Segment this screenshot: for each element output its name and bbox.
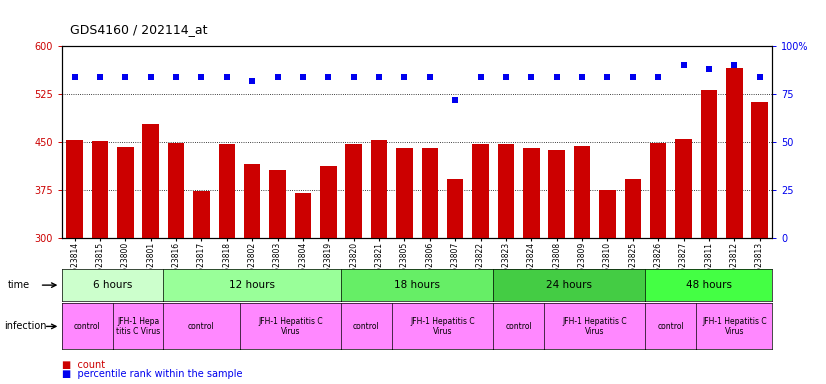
Point (245, 78, 259, 84)
Bar (219, 144, 235, 238)
Bar (295, 193, 311, 238)
Text: JFH-1 Hepatitis C
Virus: JFH-1 Hepatitis C Virus (411, 317, 475, 336)
Point (423, 74, 436, 80)
Point (322, 74, 335, 80)
Point (753, 74, 767, 80)
Bar (574, 146, 591, 238)
Point (271, 74, 284, 80)
Point (525, 74, 538, 80)
Point (373, 74, 386, 80)
Bar (269, 170, 286, 238)
Point (676, 62, 690, 68)
Point (93, 74, 107, 80)
Text: control: control (353, 322, 380, 331)
Bar (143, 124, 159, 238)
Bar (447, 179, 463, 238)
Text: infection: infection (4, 321, 46, 331)
Point (728, 62, 741, 68)
Point (499, 74, 512, 80)
Bar (599, 190, 615, 238)
Bar (700, 89, 717, 238)
Bar (548, 150, 565, 238)
Bar (472, 144, 489, 238)
Bar (345, 144, 362, 238)
Bar (726, 68, 743, 238)
Bar (320, 166, 336, 238)
Bar (117, 147, 134, 238)
Point (221, 74, 234, 80)
Bar (66, 140, 83, 238)
Text: control: control (188, 322, 215, 331)
Point (576, 74, 589, 80)
Text: JFH-1 Hepatitis C
Virus: JFH-1 Hepatitis C Virus (563, 317, 627, 336)
Bar (193, 191, 210, 238)
Text: 18 hours: 18 hours (394, 280, 440, 290)
Text: JFH-1 Hepa
titis C Virus: JFH-1 Hepa titis C Virus (116, 317, 160, 336)
Point (601, 74, 614, 80)
Point (626, 74, 639, 80)
Point (297, 74, 310, 80)
Text: control: control (74, 322, 101, 331)
Point (169, 74, 183, 80)
Bar (752, 102, 768, 238)
Bar (624, 179, 641, 238)
Bar (498, 144, 514, 238)
Text: JFH-1 Hepatitis C
Virus: JFH-1 Hepatitis C Virus (702, 317, 767, 336)
Bar (650, 143, 667, 238)
Bar (244, 164, 260, 238)
Text: JFH-1 Hepatitis C
Virus: JFH-1 Hepatitis C Virus (258, 317, 323, 336)
Bar (168, 143, 184, 238)
Point (652, 74, 665, 80)
Text: 6 hours: 6 hours (93, 280, 132, 290)
Bar (371, 140, 387, 238)
Bar (676, 139, 691, 238)
Text: 48 hours: 48 hours (686, 280, 732, 290)
Text: 24 hours: 24 hours (546, 280, 592, 290)
Point (68, 74, 81, 80)
Point (474, 74, 487, 80)
Bar (396, 149, 413, 238)
Point (449, 97, 462, 103)
Point (144, 74, 157, 80)
Text: control: control (506, 322, 532, 331)
Text: ■  percentile rank within the sample: ■ percentile rank within the sample (62, 369, 243, 379)
Bar (523, 148, 539, 238)
Point (347, 74, 360, 80)
Bar (421, 149, 438, 238)
Point (195, 74, 208, 80)
Point (702, 66, 715, 72)
Text: ■  count: ■ count (62, 360, 105, 370)
Point (398, 74, 411, 80)
Text: time: time (8, 280, 31, 290)
Bar (92, 141, 108, 238)
Text: control: control (657, 322, 684, 331)
Point (119, 74, 132, 80)
Text: 12 hours: 12 hours (230, 280, 275, 290)
Point (550, 74, 563, 80)
Text: GDS4160 / 202114_at: GDS4160 / 202114_at (70, 23, 207, 36)
